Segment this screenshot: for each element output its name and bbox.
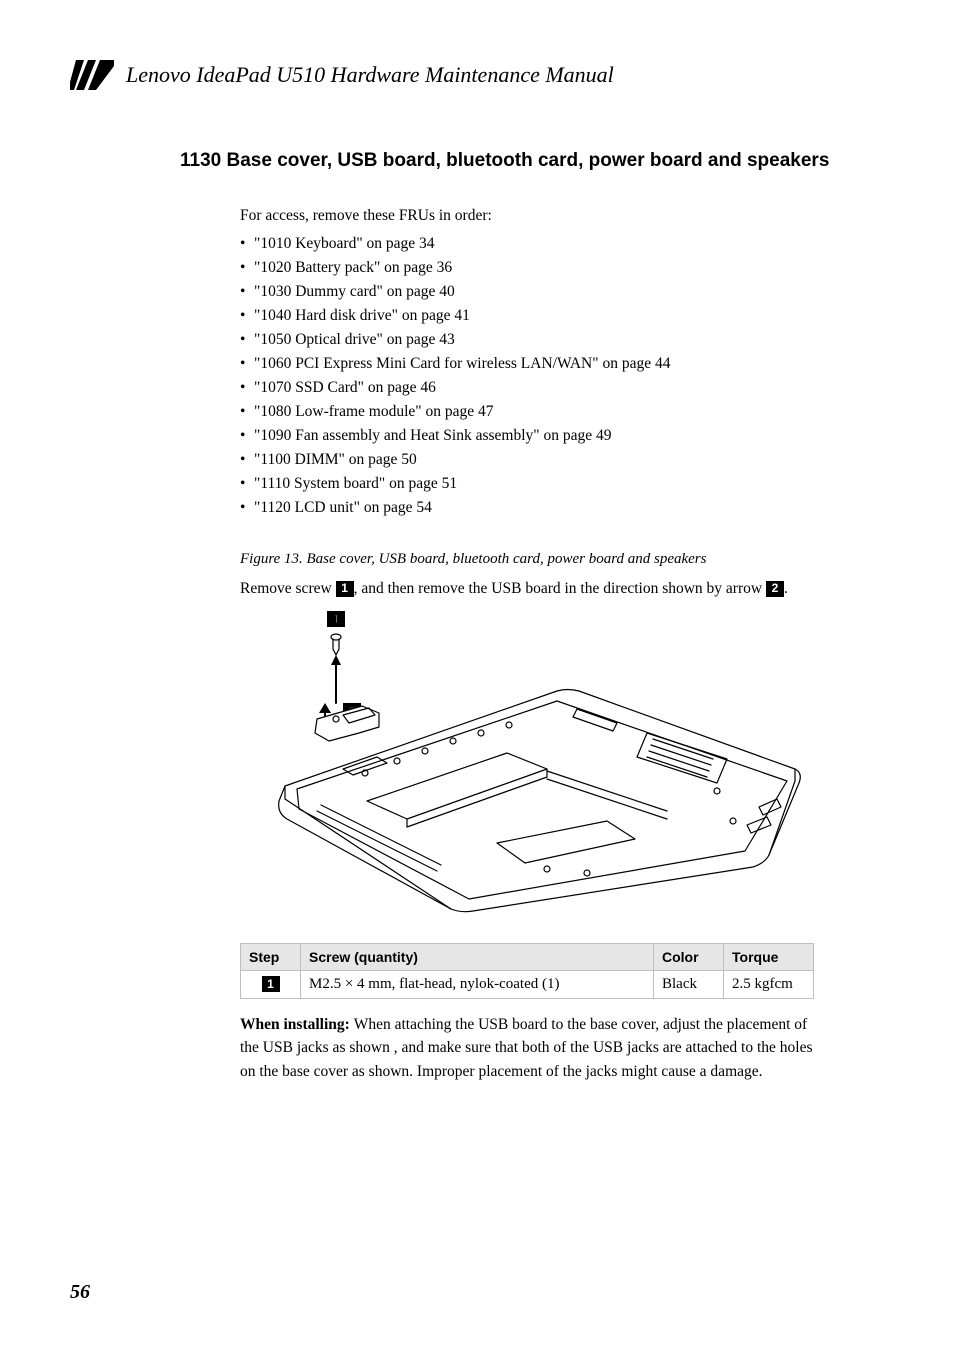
fru-list: "1010 Keyboard" on page 34 "1020 Battery… (240, 232, 814, 520)
fru-item: "1070 SSD Card" on page 46 (240, 376, 814, 400)
page-number: 56 (70, 1281, 90, 1304)
install-note: When installing: When attaching the USB … (240, 1013, 814, 1083)
cell-step: 1 (241, 971, 301, 999)
table-header-row: Step Screw (quantity) Color Torque (241, 944, 814, 971)
figure-instruction: Remove screw 1, and then remove the USB … (240, 577, 814, 601)
fru-item: "1030 Dummy card" on page 40 (240, 280, 814, 304)
cell-screw: M2.5 × 4 mm, flat-head, nylok-coated (1) (301, 971, 654, 999)
col-step: Step (241, 944, 301, 971)
slash-logo-icon (70, 60, 114, 90)
fru-item: "1020 Battery pack" on page 36 (240, 256, 814, 280)
instruction-text: . (784, 580, 788, 597)
fru-item: "1090 Fan assembly and Heat Sink assembl… (240, 424, 814, 448)
fru-item: "1080 Low-frame module" on page 47 (240, 400, 814, 424)
manual-header: Lenovo IdeaPad U510 Hardware Maintenance… (70, 60, 884, 90)
install-note-lead: When installing: (240, 1016, 354, 1033)
cell-color: Black (654, 971, 724, 999)
fru-item: "1010 Keyboard" on page 34 (240, 232, 814, 256)
exploded-diagram: 1 2 (240, 611, 814, 921)
screw-table-block: Step Screw (quantity) Color Torque 1 M2.… (240, 943, 814, 999)
screw-table: Step Screw (quantity) Color Torque 1 M2.… (240, 943, 814, 999)
fru-access-block: For access, remove these FRUs in order: … (240, 204, 814, 601)
fru-item: "1040 Hard disk drive" on page 41 (240, 304, 814, 328)
manual-title: Lenovo IdeaPad U510 Hardware Maintenance… (126, 62, 614, 88)
instruction-text: Remove screw (240, 580, 336, 597)
instruction-text: , and then remove the USB board in the d… (354, 580, 766, 597)
table-row: 1 M2.5 × 4 mm, flat-head, nylok-coated (… (241, 971, 814, 999)
intro-text: For access, remove these FRUs in order: (240, 204, 814, 228)
fru-item: "1100 DIMM" on page 50 (240, 448, 814, 472)
fru-item: "1060 PCI Express Mini Card for wireless… (240, 352, 814, 376)
diagram-label-1: 1 (333, 612, 340, 626)
step-callout-icon: 2 (766, 581, 784, 597)
step-callout-icon: 1 (336, 581, 354, 597)
step-callout-icon: 1 (262, 976, 280, 992)
col-torque: Torque (724, 944, 814, 971)
cell-torque: 2.5 kgfcm (724, 971, 814, 999)
fru-item: "1050 Optical drive" on page 43 (240, 328, 814, 352)
figure-caption: Figure 13. Base cover, USB board, blueto… (240, 548, 814, 571)
col-screw: Screw (quantity) (301, 944, 654, 971)
fru-item: "1120 LCD unit" on page 54 (240, 496, 814, 520)
section-heading: 1130 Base cover, USB board, bluetooth ca… (180, 148, 844, 174)
col-color: Color (654, 944, 724, 971)
fru-item: "1110 System board" on page 51 (240, 472, 814, 496)
